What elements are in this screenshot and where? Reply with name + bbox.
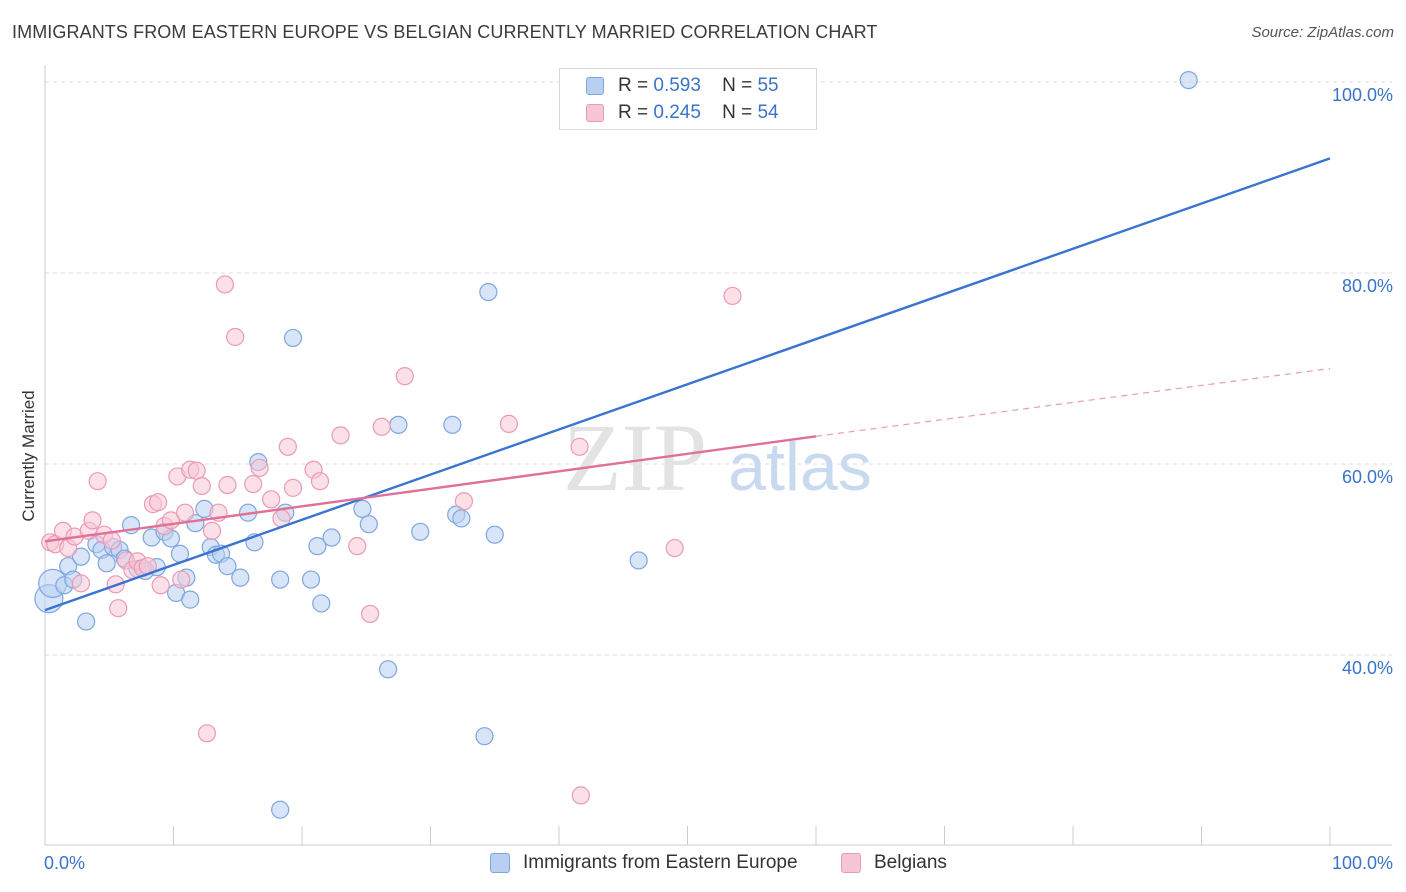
legend-r-value: 0.245 <box>653 102 701 123</box>
point-belgians <box>218 475 237 495</box>
correlation-legend: R = 0.593 N = 55 R = 0.245 N = 54 <box>559 68 817 130</box>
point-belgians <box>187 461 206 480</box>
point-immigrants <box>312 594 331 613</box>
point-immigrants <box>353 499 372 518</box>
legend-swatch-blue <box>490 853 510 873</box>
point-immigrants <box>1179 70 1198 90</box>
point-belgians <box>348 537 367 556</box>
point-belgians <box>226 327 245 347</box>
point-immigrants <box>322 528 341 547</box>
legend-label-immigrants: Immigrants from Eastern Europe <box>523 852 798 873</box>
legend-n-label: N = <box>722 102 753 123</box>
point-belgians <box>310 472 330 491</box>
chart-title: IMMIGRANTS FROM EASTERN EUROPE VS BELGIA… <box>12 22 878 42</box>
point-immigrants <box>308 537 327 556</box>
legend-r-label: R = <box>618 102 649 123</box>
point-immigrants <box>283 328 303 348</box>
point-belgians <box>454 492 474 511</box>
point-immigrants <box>452 509 471 528</box>
point-belgians <box>175 503 195 522</box>
point-belgians <box>283 478 303 497</box>
legend-r-label: R = <box>618 75 649 96</box>
point-belgians <box>244 474 263 494</box>
point-belgians <box>109 599 128 618</box>
point-belgians <box>88 472 107 491</box>
point-immigrants <box>359 515 378 534</box>
point-immigrants <box>218 557 237 576</box>
point-immigrants <box>485 525 504 544</box>
legend-swatch-pink <box>586 104 604 122</box>
point-belgians <box>83 511 102 530</box>
point-belgians <box>361 604 380 624</box>
point-belgians <box>395 367 414 386</box>
watermark-atlas: atlas <box>728 429 872 505</box>
point-belgians <box>372 417 391 436</box>
y-tick-label: 80.0% <box>1342 276 1393 296</box>
grid-layer <box>45 81 1392 656</box>
y-tick-label: 60.0% <box>1342 467 1393 487</box>
legend-label-belgians: Belgians <box>874 852 947 873</box>
legend-n-value: 55 <box>757 75 779 96</box>
point-belgians <box>278 437 297 456</box>
point-immigrants <box>97 554 116 573</box>
point-immigrants <box>629 551 648 570</box>
point-belgians <box>71 574 91 593</box>
point-immigrants <box>389 415 408 434</box>
point-belgians <box>570 437 589 456</box>
point-belgians <box>250 458 269 477</box>
x-tick-label: 0.0% <box>44 853 85 873</box>
legend-n-value: 54 <box>757 102 779 123</box>
point-belgians <box>197 724 217 743</box>
point-belgians <box>148 493 168 512</box>
y-tick-label: 100.0% <box>1332 85 1393 105</box>
watermark-zip: ZIP <box>563 404 707 511</box>
point-immigrants <box>181 590 200 609</box>
point-belgians <box>172 570 191 589</box>
point-immigrants <box>411 522 430 541</box>
point-belgians <box>151 576 170 595</box>
point-immigrants <box>301 570 321 589</box>
axis-layer: 40.0% 60.0% 80.0% 100.0% 0.0% 100.0% <box>44 65 1393 873</box>
y-tick-label: 40.0% <box>1342 658 1393 678</box>
point-belgians <box>723 286 742 306</box>
point-belgians <box>665 538 684 558</box>
legend-r-value: 0.593 <box>653 75 701 96</box>
point-belgians <box>499 414 518 433</box>
legend-n-label: N = <box>722 75 753 96</box>
point-belgians <box>331 426 350 445</box>
trend-layer <box>44 157 1331 612</box>
point-belgians <box>215 275 234 294</box>
point-immigrants <box>271 800 290 819</box>
point-immigrants <box>271 570 290 589</box>
trendline-immigrants <box>44 157 1331 612</box>
legend-swatch-pink <box>841 853 861 873</box>
point-immigrants <box>479 283 498 302</box>
point-immigrants <box>378 660 398 679</box>
point-belgians <box>262 490 281 509</box>
source-credit: Source: ZipAtlas.com <box>1251 24 1394 41</box>
point-immigrants <box>231 568 250 587</box>
trendline-belgians-extension <box>815 367 1331 437</box>
watermark: ZIP atlas <box>563 404 872 511</box>
point-immigrants <box>443 415 462 434</box>
point-belgians <box>192 476 211 496</box>
point-belgians <box>571 786 590 805</box>
legend-swatch-blue <box>586 77 604 95</box>
point-immigrants <box>475 727 494 746</box>
x-tick-label: 100.0% <box>1332 853 1393 873</box>
point-immigrants <box>77 612 96 631</box>
point-belgians <box>102 531 121 550</box>
trendline-belgians <box>44 435 817 543</box>
point-immigrants <box>71 547 91 566</box>
point-belgians <box>202 521 222 540</box>
y-axis-label: Currently Married <box>19 390 38 521</box>
